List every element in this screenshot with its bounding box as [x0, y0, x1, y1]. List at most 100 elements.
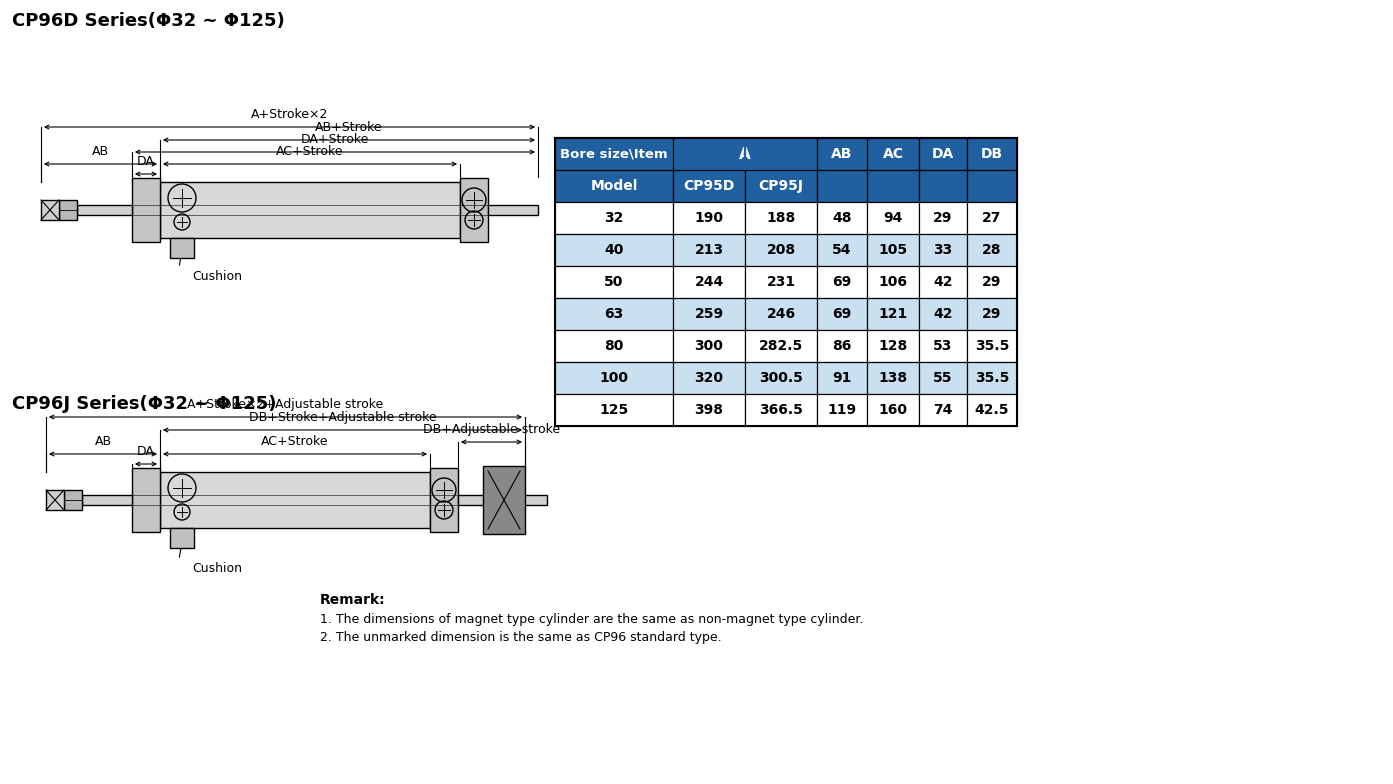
Text: 282.5: 282.5: [759, 339, 804, 353]
Bar: [132, 178, 160, 242]
Bar: [919, 362, 967, 394]
Text: 91: 91: [832, 371, 851, 385]
Text: 398: 398: [695, 403, 723, 417]
Bar: [866, 170, 919, 202]
Text: DA: DA: [137, 155, 155, 168]
Bar: [554, 202, 673, 234]
Text: 48: 48: [832, 211, 851, 225]
Text: 42: 42: [933, 275, 953, 289]
Text: 74: 74: [933, 403, 953, 417]
Bar: [430, 468, 458, 532]
Bar: [818, 138, 866, 170]
Text: 28: 28: [982, 243, 1002, 257]
Bar: [967, 234, 1017, 266]
Text: 125: 125: [599, 403, 628, 417]
Text: CP95D: CP95D: [684, 179, 734, 193]
Bar: [745, 330, 818, 362]
Text: 259: 259: [695, 307, 723, 321]
Bar: [919, 394, 967, 426]
Text: 1. The dimensions of magnet type cylinder are the same as non-magnet type cylind: 1. The dimensions of magnet type cylinde…: [320, 613, 864, 626]
Bar: [745, 394, 818, 426]
Text: 2. The unmarked dimension is the same as CP96 standard type.: 2. The unmarked dimension is the same as…: [320, 631, 722, 644]
Bar: [46, 490, 64, 510]
Text: AB: AB: [832, 147, 853, 161]
Text: 128: 128: [879, 339, 908, 353]
Bar: [967, 394, 1017, 426]
Text: CP95J: CP95J: [759, 179, 804, 193]
Text: 54: 54: [832, 243, 851, 257]
Text: 213: 213: [695, 243, 723, 257]
Bar: [460, 178, 488, 242]
Bar: [673, 170, 745, 202]
Bar: [745, 170, 818, 202]
Bar: [967, 362, 1017, 394]
Bar: [919, 330, 967, 362]
Bar: [866, 266, 919, 298]
Text: DA+Stroke: DA+Stroke: [301, 133, 369, 146]
Text: CP96D Series(Φ32 ~ Φ125): CP96D Series(Φ32 ~ Φ125): [13, 12, 284, 30]
Text: 35.5: 35.5: [975, 371, 1009, 385]
Bar: [59, 200, 77, 220]
Bar: [967, 202, 1017, 234]
Text: 35.5: 35.5: [975, 339, 1009, 353]
Bar: [745, 202, 818, 234]
Bar: [967, 266, 1017, 298]
Text: DA: DA: [932, 147, 954, 161]
Bar: [82, 495, 132, 505]
Text: 69: 69: [833, 307, 851, 321]
Bar: [132, 468, 160, 532]
Text: A: A: [740, 147, 751, 162]
Text: DB+Stroke+Adjustable stroke: DB+Stroke+Adjustable stroke: [249, 411, 436, 424]
Text: 119: 119: [827, 403, 857, 417]
Bar: [745, 298, 818, 330]
Bar: [866, 362, 919, 394]
Text: 33: 33: [933, 243, 953, 257]
Bar: [673, 298, 745, 330]
Text: 366.5: 366.5: [759, 403, 802, 417]
Bar: [673, 362, 745, 394]
Bar: [967, 138, 1017, 170]
Bar: [818, 170, 866, 202]
Text: A+Stroke×2: A+Stroke×2: [251, 108, 329, 121]
Bar: [919, 234, 967, 266]
Bar: [967, 170, 1017, 202]
Bar: [554, 266, 673, 298]
Bar: [818, 330, 866, 362]
Bar: [170, 528, 194, 548]
Bar: [554, 234, 673, 266]
Text: 29: 29: [933, 211, 953, 225]
Text: 27: 27: [982, 211, 1002, 225]
Bar: [919, 170, 967, 202]
Text: 55: 55: [933, 371, 953, 385]
Bar: [818, 394, 866, 426]
Text: 50: 50: [605, 275, 624, 289]
Text: 80: 80: [605, 339, 624, 353]
Bar: [554, 138, 1017, 426]
Text: 94: 94: [883, 211, 903, 225]
Bar: [458, 495, 547, 505]
Bar: [673, 330, 745, 362]
Bar: [919, 202, 967, 234]
Bar: [554, 170, 673, 202]
Text: 138: 138: [879, 371, 908, 385]
Text: AB: AB: [95, 435, 111, 448]
Text: 42.5: 42.5: [975, 403, 1010, 417]
Bar: [77, 205, 132, 215]
Text: Remark:: Remark:: [320, 593, 386, 607]
Text: 40: 40: [605, 243, 624, 257]
Bar: [554, 362, 673, 394]
Bar: [919, 298, 967, 330]
Bar: [745, 362, 818, 394]
Text: Model: Model: [591, 179, 638, 193]
Text: CP96J Series(Φ32 ~ Φ125): CP96J Series(Φ32 ~ Φ125): [13, 395, 276, 413]
Bar: [488, 205, 538, 215]
Bar: [673, 234, 745, 266]
Text: AB+Stroke: AB+Stroke: [315, 121, 383, 134]
Bar: [866, 298, 919, 330]
Bar: [919, 138, 967, 170]
Bar: [64, 490, 82, 510]
Text: 190: 190: [695, 211, 723, 225]
Text: 231: 231: [766, 275, 795, 289]
Bar: [866, 394, 919, 426]
Bar: [554, 138, 673, 170]
